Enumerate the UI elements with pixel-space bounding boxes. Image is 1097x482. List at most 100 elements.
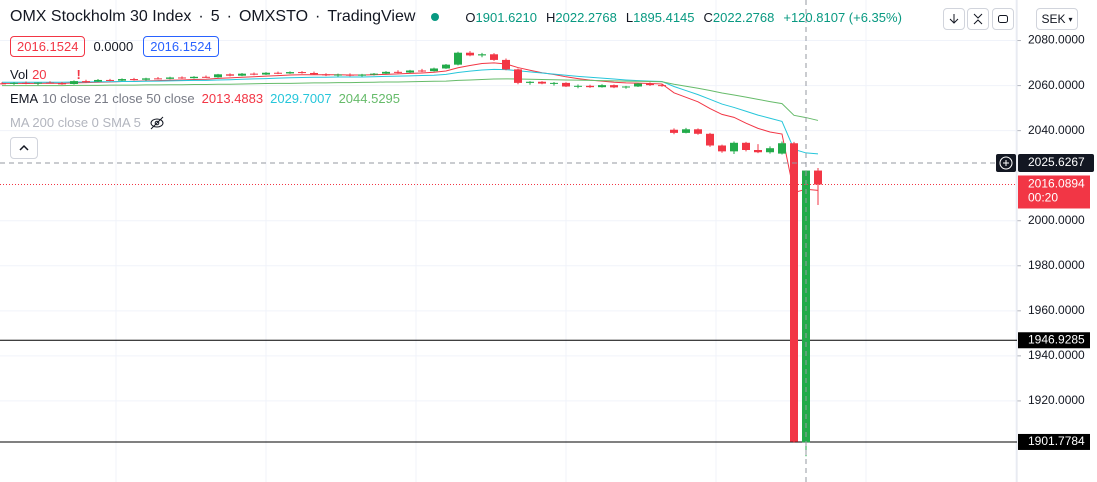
buy-button[interactable]: 2016.1524 xyxy=(143,36,219,57)
candle-body xyxy=(742,142,750,151)
ema-value: 2029.7007 xyxy=(270,91,332,106)
ema-legend: EMA 10 close 21 close 50 close 2013.4883… xyxy=(10,91,400,106)
y-tick-label: 1940.0000 xyxy=(1028,348,1085,362)
candle-body xyxy=(334,74,342,76)
candle-body xyxy=(106,79,114,81)
candle-body xyxy=(718,145,726,152)
ohlc-key: H xyxy=(545,9,556,25)
last-price-bg xyxy=(1018,175,1090,209)
candle-body xyxy=(382,71,390,74)
candle-body xyxy=(442,64,450,69)
candle-body xyxy=(358,74,366,76)
candle-body xyxy=(574,85,582,87)
candle-body xyxy=(646,83,654,86)
candle-body xyxy=(346,74,354,76)
ema-value: 2044.5295 xyxy=(338,91,401,106)
volume-label: Vol xyxy=(10,67,29,82)
hline-label-bg xyxy=(1018,332,1090,349)
last-price-label: 2016.0894 xyxy=(1028,177,1085,191)
currency[interactable]: SEK xyxy=(1041,12,1066,26)
hidden-icon[interactable] xyxy=(149,116,165,130)
symbol-title[interactable]: OMX Stockholm 30 Index xyxy=(10,8,192,25)
interval[interactable]: 5 xyxy=(210,8,220,25)
candle-body xyxy=(406,70,414,73)
candle-body xyxy=(454,52,462,65)
add-button[interactable] xyxy=(996,154,1016,173)
y-tick-label: 2080.0000 xyxy=(1028,33,1085,47)
candle-body xyxy=(502,59,510,70)
quote-row: 2016.1524 0.0000 2016.1524 xyxy=(10,36,227,57)
candle-body xyxy=(250,73,258,75)
candle-body xyxy=(262,72,270,75)
currency-select[interactable]: SEK ▾ xyxy=(1036,8,1078,30)
market-status[interactable] xyxy=(431,13,440,21)
candle-body xyxy=(814,170,822,185)
candle-body xyxy=(214,74,222,78)
candle-body xyxy=(130,79,138,81)
ema-params: 10 close 21 close 50 close xyxy=(42,91,195,106)
ohlc-key: L xyxy=(625,9,634,25)
candle-body xyxy=(682,129,690,133)
collapse-button[interactable] xyxy=(967,8,989,30)
candle-body xyxy=(0,83,6,85)
candle-body xyxy=(286,72,294,74)
candle-body xyxy=(310,72,318,75)
candle-body xyxy=(22,82,30,84)
sell-button[interactable]: 2016.1524 xyxy=(10,36,86,57)
candle-body xyxy=(70,81,78,85)
ohlc-value: 2022.2768 xyxy=(712,9,775,25)
hline-label: 1946.9285 xyxy=(1028,332,1085,346)
ma-legend: MA 200 close 0 SMA 5 xyxy=(10,115,165,130)
ohlc-value: 1895.4145 xyxy=(633,9,695,25)
y-tick-label: 1920.0000 xyxy=(1028,393,1085,407)
y-tick-label: 1980.0000 xyxy=(1028,258,1085,272)
collapse-legend[interactable] xyxy=(10,137,38,159)
add-button-plus xyxy=(1003,160,1009,167)
candle-body xyxy=(514,69,522,83)
candle-body xyxy=(178,77,186,79)
candle-body xyxy=(538,81,546,84)
add-button-circle xyxy=(999,156,1013,170)
countdown: 00:20 xyxy=(1028,191,1058,205)
candle-body xyxy=(550,82,558,84)
hline-label: 1901.7784 xyxy=(1028,434,1085,448)
candle-body xyxy=(466,52,474,56)
candle-body xyxy=(694,129,702,134)
warning-icon[interactable]: ! xyxy=(76,67,81,82)
candle-body xyxy=(598,85,606,88)
candle-body xyxy=(142,78,150,80)
y-tick-label: 1960.0000 xyxy=(1028,303,1085,317)
down-button[interactable] xyxy=(943,8,965,30)
candle-body xyxy=(82,81,90,83)
candle-body xyxy=(46,82,54,84)
candle-body xyxy=(118,79,126,81)
ema-label: EMA xyxy=(10,91,39,106)
candle-body xyxy=(94,79,102,82)
candle-body xyxy=(418,70,426,72)
candle-body xyxy=(778,143,786,154)
candle-body xyxy=(202,76,210,78)
volume-legend: Vol 20 ! xyxy=(10,67,81,82)
volume-value: 20 xyxy=(32,67,47,82)
candle-body xyxy=(430,68,438,72)
ema-value: 2013.4883 xyxy=(201,91,264,106)
candle-body xyxy=(370,73,378,75)
candle-body xyxy=(322,74,330,76)
candle-body xyxy=(166,77,174,79)
ohlc-key: O xyxy=(465,9,476,25)
candle-body xyxy=(478,54,486,56)
ohlc: O 1901.6210 H 2022.2768 L 1895.4145 C 2022.2768… xyxy=(465,10,911,25)
candle-body xyxy=(766,148,774,153)
crosshair-label: 2025.6267 xyxy=(1028,155,1085,169)
fullscreen-button[interactable] xyxy=(992,8,1014,30)
candle-body xyxy=(562,82,570,87)
ma-label: MA 200 close 0 SMA 5 xyxy=(10,115,141,130)
candle-body xyxy=(298,72,306,74)
candle-body xyxy=(490,54,498,60)
candle-body xyxy=(10,82,18,84)
candle-body xyxy=(226,74,234,76)
hline-label-bg xyxy=(1018,433,1090,450)
candle-body xyxy=(154,78,162,80)
